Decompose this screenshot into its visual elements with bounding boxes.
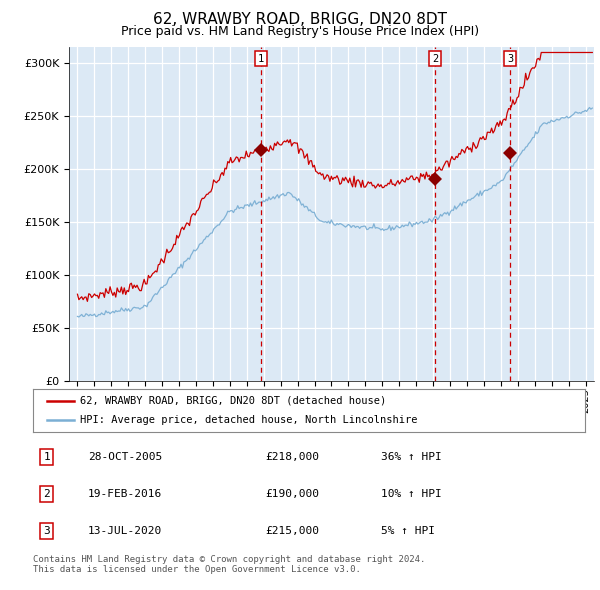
Text: Price paid vs. HM Land Registry's House Price Index (HPI): Price paid vs. HM Land Registry's House … (121, 25, 479, 38)
Text: 2: 2 (432, 54, 438, 64)
Text: 3: 3 (507, 54, 513, 64)
Text: £218,000: £218,000 (265, 453, 319, 463)
Text: 62, WRAWBY ROAD, BRIGG, DN20 8DT (detached house): 62, WRAWBY ROAD, BRIGG, DN20 8DT (detach… (80, 396, 386, 406)
Text: Contains HM Land Registry data © Crown copyright and database right 2024.
This d: Contains HM Land Registry data © Crown c… (33, 555, 425, 574)
Text: £190,000: £190,000 (265, 489, 319, 499)
Text: 10% ↑ HPI: 10% ↑ HPI (381, 489, 442, 499)
Text: 2: 2 (43, 489, 50, 499)
Text: 28-OCT-2005: 28-OCT-2005 (88, 453, 163, 463)
Text: 3: 3 (43, 526, 50, 536)
Text: £215,000: £215,000 (265, 526, 319, 536)
Text: 1: 1 (258, 54, 264, 64)
Text: 1: 1 (43, 453, 50, 463)
Text: 36% ↑ HPI: 36% ↑ HPI (381, 453, 442, 463)
Text: 62, WRAWBY ROAD, BRIGG, DN20 8DT: 62, WRAWBY ROAD, BRIGG, DN20 8DT (153, 12, 447, 27)
Text: HPI: Average price, detached house, North Lincolnshire: HPI: Average price, detached house, Nort… (80, 415, 418, 425)
Text: 19-FEB-2016: 19-FEB-2016 (88, 489, 163, 499)
Text: 13-JUL-2020: 13-JUL-2020 (88, 526, 163, 536)
Text: 5% ↑ HPI: 5% ↑ HPI (381, 526, 435, 536)
